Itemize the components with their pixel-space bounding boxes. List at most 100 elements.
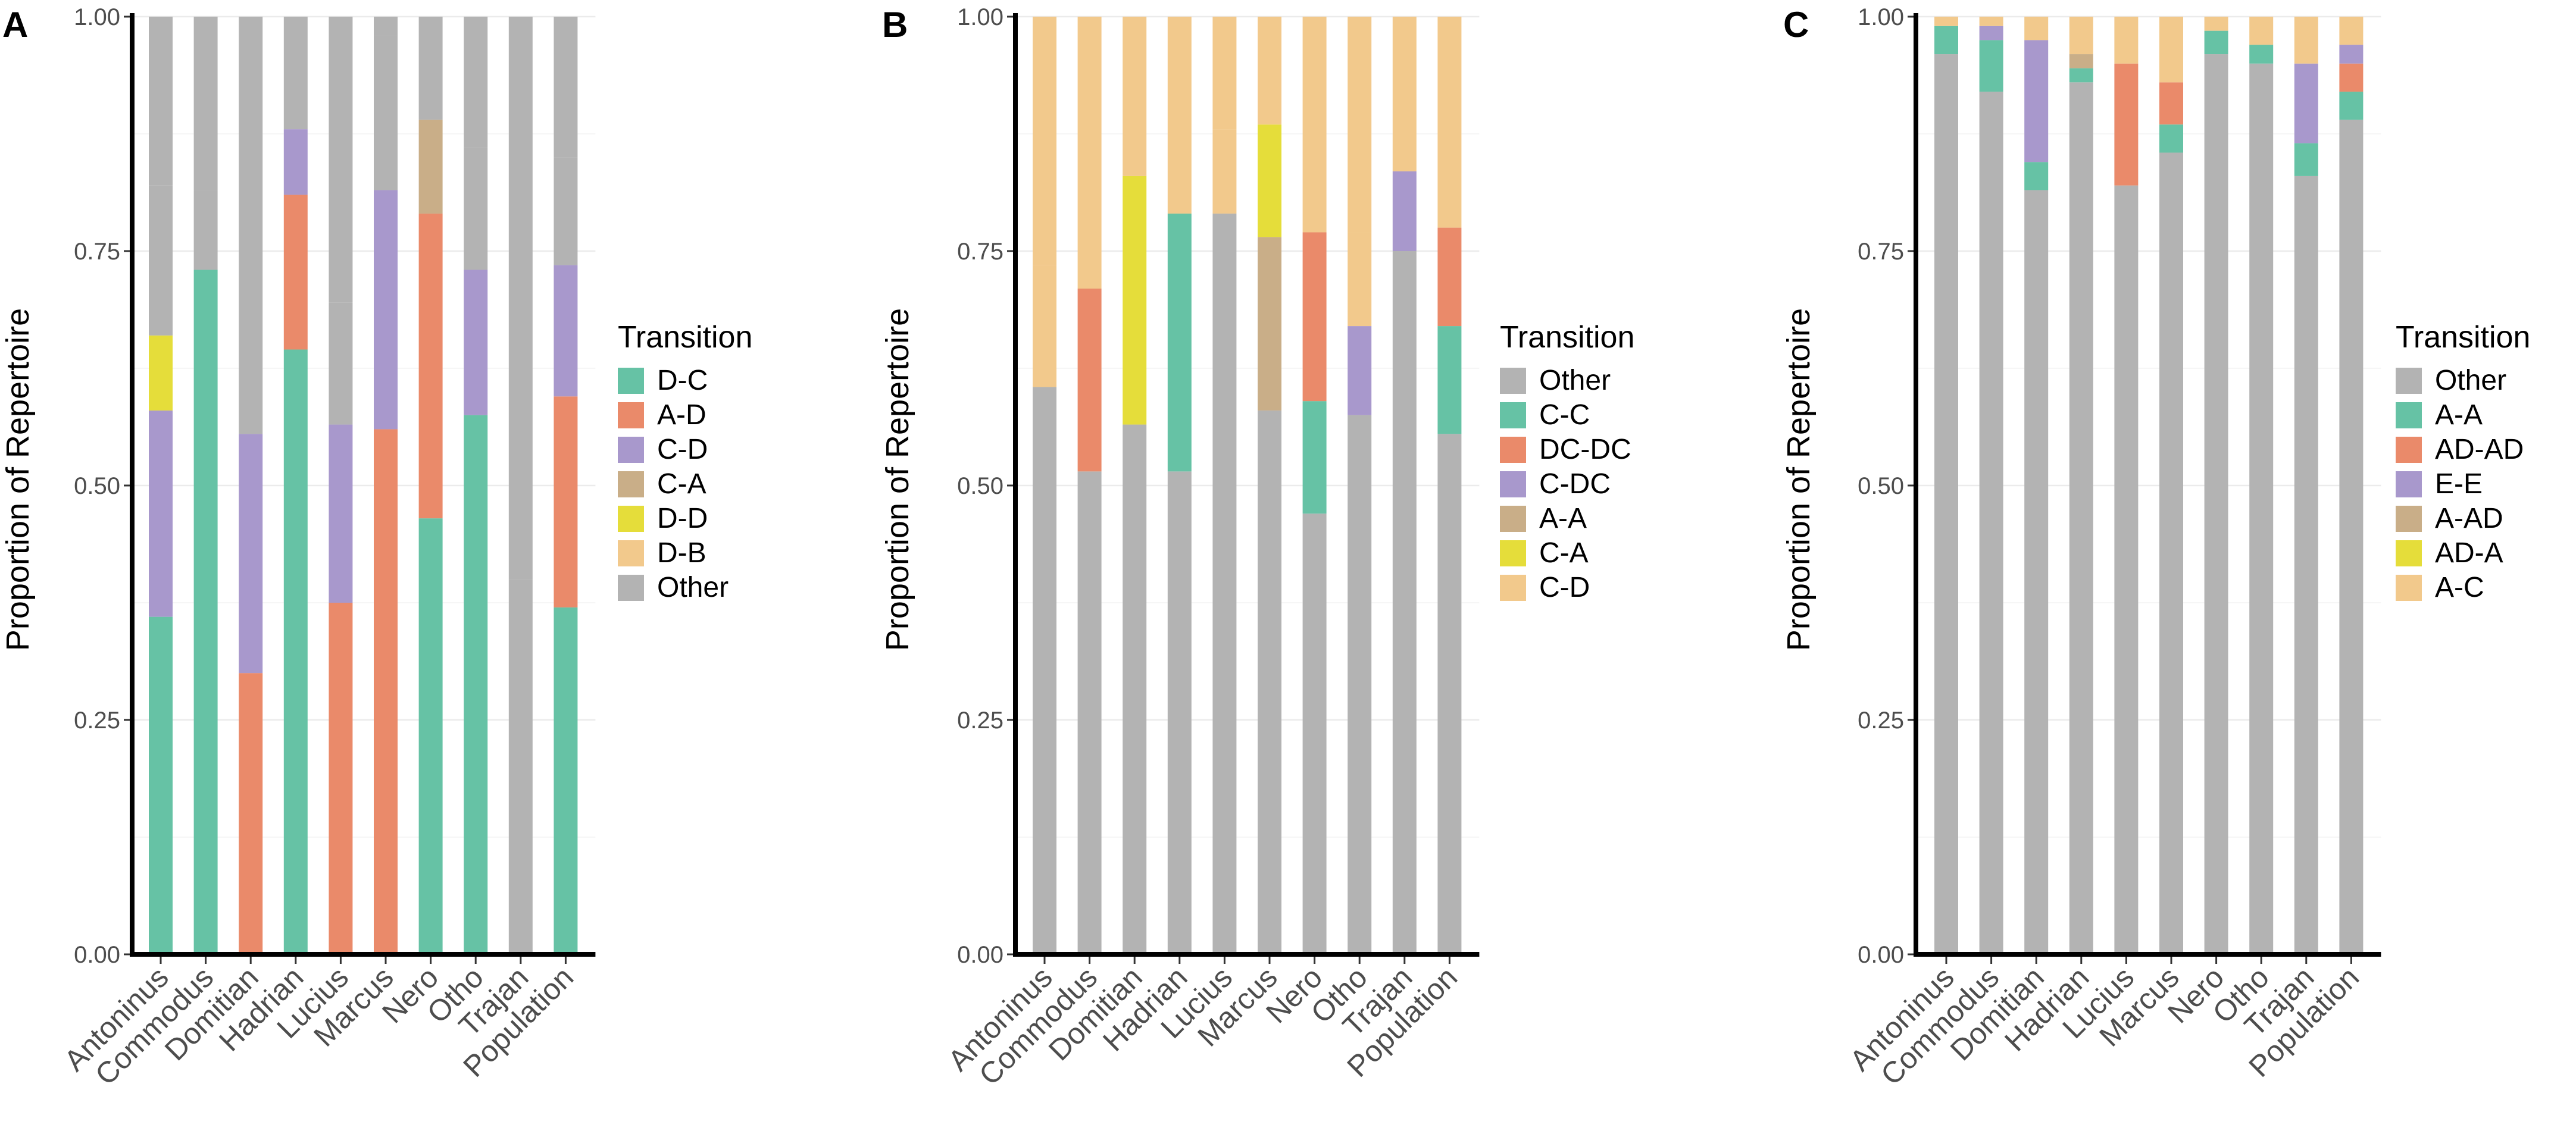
panel-a-bar-commodus-other xyxy=(193,190,218,270)
panel-c-bar-lucius-ad-ad xyxy=(2114,63,2139,186)
panel-c-bar-lucius-other xyxy=(2114,185,2139,955)
panel-b-bar-commodus-other xyxy=(1077,471,1102,954)
panel-b-bar-lucius-top xyxy=(1212,17,1237,130)
panel-c-legend-title: Transition xyxy=(2396,320,2530,355)
panel-b-bar-marcus-c-a xyxy=(1258,124,1281,237)
panel-b-legend-swatch-dc-dc xyxy=(1500,437,1526,463)
panel-a-bar-nero-a-d xyxy=(418,213,443,519)
panel-a-bar-domitian-a-d xyxy=(239,673,263,954)
panel-a-bar-otho-top xyxy=(464,17,488,148)
panel-a-legend-swatch-d-b xyxy=(618,540,644,566)
panel-c-bar-commodus-top xyxy=(1979,17,2003,26)
panel-c-bar-trajan-e-e xyxy=(2294,63,2318,143)
panel-b-y-tick-label: 0.25 xyxy=(957,707,1003,734)
panel-b-legend-swatch-a-a xyxy=(1500,506,1526,532)
panel-a-bar-antoninus-d-d xyxy=(149,335,173,411)
panel-b-bar-population-dc-dc xyxy=(1437,227,1462,327)
panel-c-bar-domitian-other xyxy=(2024,190,2049,954)
panel-c-bar-population-a-a xyxy=(2339,92,2364,120)
panel-b-bar-hadrian-top xyxy=(1167,17,1192,214)
panel-c-bar-nero-top xyxy=(2204,17,2228,31)
panel-a-y-tick-label: 0.50 xyxy=(74,473,120,499)
panel-c-y-tick-label: 0.00 xyxy=(1858,942,1904,968)
panel-b-bar-marcus-a-a xyxy=(1258,237,1281,411)
panel-a-bar-commodus-d-c xyxy=(193,270,218,954)
panel-c-legend-swatch-other xyxy=(2396,368,2422,394)
panel-b-bar-nero-other xyxy=(1302,513,1327,954)
panel-b-bar-trajan-top xyxy=(1392,17,1417,172)
panel-a-label: A xyxy=(2,5,28,45)
panel-b-legend-label-other: Other xyxy=(1539,365,1611,396)
panel-a-bar-lucius-a-d xyxy=(329,603,353,954)
panel-a-bar-commodus-top xyxy=(193,17,218,190)
panel-a-legend-label-other: Other xyxy=(657,572,729,603)
panel-a-legend-label-c-d: C-D xyxy=(657,434,708,465)
panel-a-y-tick-label: 0.00 xyxy=(74,942,120,968)
panel-c-y-tick-label: 0.75 xyxy=(1858,239,1904,265)
panel-c-bar-commodus-e-e xyxy=(1979,26,2003,40)
panel-a-bar-lucius-other xyxy=(329,302,353,425)
panel-c-legend-swatch-a-a xyxy=(2396,402,2422,428)
panel-b-bar-marcus-top xyxy=(1258,17,1281,125)
panel-a-bar-population-other xyxy=(554,157,578,265)
panel-b-bar-antoninus-other xyxy=(1033,387,1056,954)
panel-c-legend-swatch-ad-ad xyxy=(2396,437,2422,463)
panel-b-bar-population-top xyxy=(1437,17,1462,228)
panel-b-legend-label-c-c: C-C xyxy=(1539,399,1590,431)
panel-b-label: B xyxy=(882,5,908,45)
panel-b-bar-otho-other xyxy=(1348,415,1372,954)
panel-c-label: C xyxy=(1783,5,1809,45)
panel-a-legend-label-c-a: C-A xyxy=(657,468,706,500)
panel-b-legend-swatch-c-dc xyxy=(1500,471,1526,497)
panel-b-bar-nero-c-c xyxy=(1302,401,1327,514)
panel-b-bar-otho-top xyxy=(1348,17,1372,233)
panel-c-legend-label-other: Other xyxy=(2435,365,2506,396)
panel-b-bar-nero-top xyxy=(1302,17,1327,233)
panel-b-legend-swatch-c-c xyxy=(1500,402,1526,428)
panel-b-bar-commodus-dc-dc xyxy=(1077,289,1102,472)
panel-c-legend-label-ad-a: AD-A xyxy=(2435,537,2503,569)
panel-b-bar-commodus-top xyxy=(1077,17,1102,289)
panel-b-legend-swatch-other xyxy=(1500,368,1526,394)
panel-a-bar-hadrian-d-c xyxy=(283,349,308,954)
panel-b-bar-domitian-other xyxy=(1123,424,1147,954)
panel-a-bar-nero-top xyxy=(418,17,443,120)
panel-a-legend-swatch-c-a xyxy=(618,471,644,497)
panel-c-bar-commodus-other xyxy=(1979,92,2003,955)
panel-a-legend-swatch-other xyxy=(618,575,644,601)
panel-a-bar-trajan-top xyxy=(508,17,533,580)
panel-c-bar-trajan-top xyxy=(2294,17,2318,64)
panel-a-bar-marcus-c-d xyxy=(374,190,398,430)
panel-c-legend-label-ad-ad: AD-AD xyxy=(2435,434,2524,465)
panel-c-bar-lucius-top xyxy=(2114,17,2139,64)
panel-a-legend-label-d-b: D-B xyxy=(657,537,706,569)
panel-c-legend-swatch-ad-a xyxy=(2396,540,2422,566)
panel-b-bar-lucius-other xyxy=(1212,213,1237,955)
panel-a-legend-label-d-d: D-D xyxy=(657,503,708,534)
panel-b-legend-label-dc-dc: DC-DC xyxy=(1539,434,1631,465)
panel-a-legend-swatch-c-d xyxy=(618,437,644,463)
panel-c-bar-commodus-a-a xyxy=(1979,40,2003,92)
panel-c-bar-population-e-e xyxy=(2339,45,2364,64)
panel-c-bar-nero-a-a xyxy=(2204,30,2228,55)
panel-b-legend-label-c-a: C-A xyxy=(1539,537,1589,569)
panel-a-bar-domitian-c-d xyxy=(239,434,263,674)
panel-c-y-axis-title: Proportion of Repertoire xyxy=(1781,308,1817,651)
panel-a-bar-hadrian-c-d xyxy=(283,129,308,195)
panel-a-bar-antoninus-top xyxy=(149,17,173,186)
panel-b-bar-trajan-other xyxy=(1392,251,1417,954)
panel-b-bar-population-other xyxy=(1437,434,1462,954)
panel-b-bar-hadrian-c-c xyxy=(1167,213,1192,472)
panel-c-bar-antoninus-other xyxy=(1934,54,1958,954)
panel-b-bar-trajan-c-dc xyxy=(1392,171,1417,251)
panel-c-bar-population-ad-ad xyxy=(2339,63,2364,92)
panel-a-bar-antoninus-other xyxy=(149,185,173,336)
panel-c-bar-hadrian-other xyxy=(2069,82,2093,954)
panel-a-bar-otho-c-d xyxy=(464,270,488,415)
panel-a-legend-swatch-d-d xyxy=(618,506,644,532)
panel-b-bar-nero-dc-dc xyxy=(1302,232,1327,402)
panel-a-bar-hadrian-top xyxy=(283,17,308,130)
panel-a-legend-title: Transition xyxy=(618,320,752,355)
panel-a-bar-population-a-d xyxy=(554,396,578,607)
panel-a-bar-marcus-top xyxy=(374,17,398,36)
